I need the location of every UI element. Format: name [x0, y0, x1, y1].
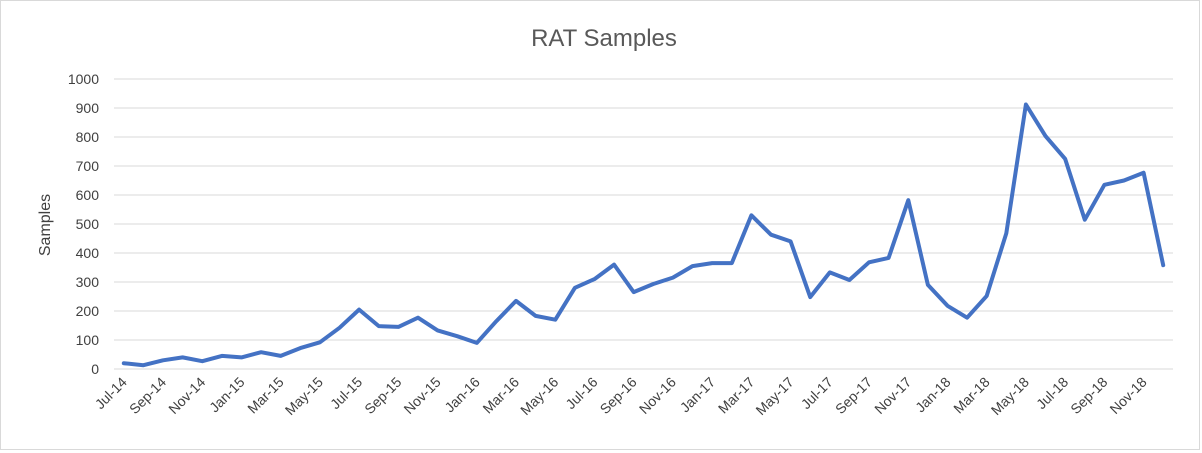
x-tick-label: May-15: [282, 374, 326, 418]
y-tick-label: 100: [76, 332, 100, 348]
x-tick-label: Jan-18: [912, 374, 954, 416]
x-tick-label: Sep-14: [126, 374, 169, 417]
y-tick-label: 900: [76, 100, 100, 116]
y-tick-labels: 0 100 200 300 400 500 600 700 800 900 1000: [68, 71, 99, 377]
x-tick-label: Jul-18: [1033, 374, 1071, 412]
y-tick-label: 500: [76, 216, 100, 232]
y-axis-label: Samples: [37, 194, 54, 256]
x-tick-label: Nov-15: [400, 374, 443, 417]
x-tick-label: Mar-17: [715, 374, 758, 417]
y-tick-label: 1000: [68, 71, 99, 87]
gridlines: [114, 78, 1173, 370]
y-tick-label: 700: [76, 158, 100, 174]
x-tick-label: Jan-15: [206, 374, 248, 416]
chart-title: RAT Samples: [531, 25, 677, 52]
x-tick-label: Jan-16: [441, 374, 483, 416]
x-tick-label: Jul-17: [798, 374, 836, 412]
x-tick-label: Jul-16: [562, 374, 600, 412]
x-tick-label: Mar-15: [244, 374, 287, 417]
y-tick-label: 600: [76, 187, 100, 203]
x-tick-label: May-17: [752, 374, 796, 418]
x-tick-label: Sep-15: [361, 374, 404, 417]
x-tick-label: Nov-17: [871, 374, 914, 417]
x-tick-label: May-18: [988, 374, 1032, 418]
x-tick-label: Sep-17: [832, 374, 875, 417]
x-tick-label: Jan-17: [677, 374, 719, 416]
y-tick-label: 0: [91, 361, 99, 377]
y-tick-label: 800: [76, 129, 100, 145]
y-tick-label: 200: [76, 303, 100, 319]
y-tick-label: 300: [76, 274, 100, 290]
series-line-0: [121, 102, 1166, 368]
series-layer: [121, 102, 1166, 368]
x-tick-label: May-16: [517, 374, 561, 418]
x-tick-label: Mar-18: [950, 374, 993, 417]
x-tick-label: Nov-18: [1106, 374, 1149, 417]
x-tick-label: Nov-16: [636, 374, 679, 417]
y-tick-label: 400: [76, 245, 100, 261]
x-tick-label: Mar-16: [479, 374, 522, 417]
x-tick-label: Jul-15: [327, 374, 365, 412]
x-tick-label: Sep-18: [1067, 374, 1110, 417]
x-tick-label: Jul-14: [92, 374, 130, 412]
x-tick-label: Sep-16: [597, 374, 640, 417]
x-tick-label: Nov-14: [165, 374, 208, 417]
